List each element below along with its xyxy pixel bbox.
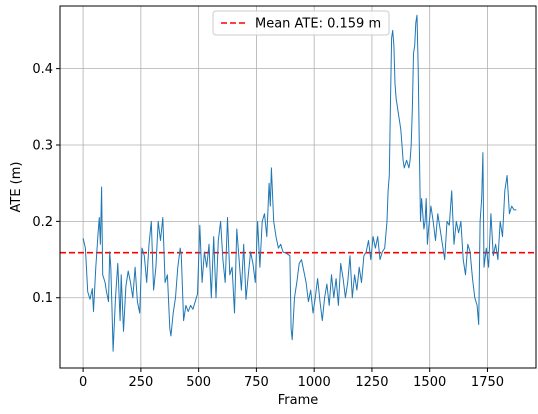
ate-series-line xyxy=(82,14,517,352)
x-tick-layer: 0 250 500 750 1000 1250 1500 1750 xyxy=(79,368,504,390)
grid-layer xyxy=(60,6,536,368)
x-tick-label: 500 xyxy=(186,375,211,390)
legend: Mean ATE: 0.159 m xyxy=(212,10,390,36)
legend-label-mean-ate: Mean ATE: 0.159 m xyxy=(255,17,381,32)
x-tick-label: 1250 xyxy=(355,375,388,390)
y-tick-layer: 0.1 0.2 0.3 0.4 xyxy=(32,62,60,306)
x-tick-label: 1500 xyxy=(413,375,446,390)
x-axis-label: Frame xyxy=(278,393,319,408)
y-tick-label: 0.2 xyxy=(32,215,53,230)
y-tick-label: 0.4 xyxy=(32,62,53,77)
series-layer xyxy=(82,14,517,352)
y-tick-label: 0.1 xyxy=(32,291,53,306)
x-tick-label: 750 xyxy=(244,375,269,390)
x-tick-label: 1000 xyxy=(298,375,331,390)
y-tick-label: 0.3 xyxy=(32,138,53,153)
x-tick-label: 250 xyxy=(128,375,153,390)
x-tick-label: 0 xyxy=(79,375,87,390)
legend-box xyxy=(212,10,390,36)
y-axis-label: ATE (m) xyxy=(9,162,24,213)
x-tick-label: 1750 xyxy=(471,375,504,390)
plot-frame xyxy=(59,5,537,369)
